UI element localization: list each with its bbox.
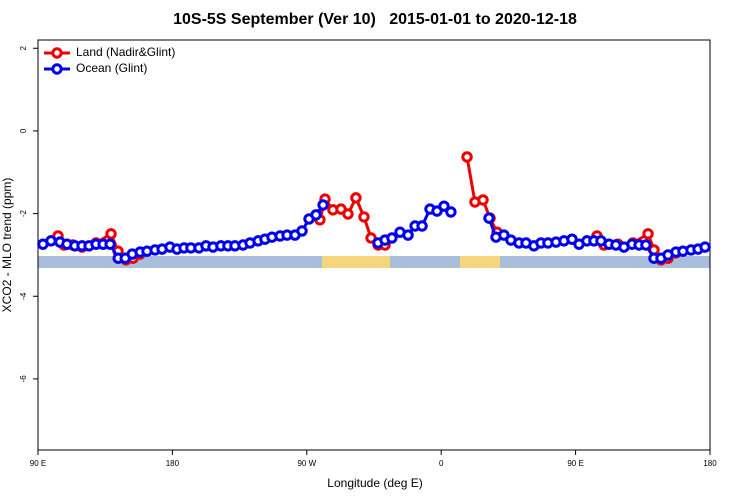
y-tick-label: 0 (19, 128, 28, 133)
x-tick-label: 90 E (567, 459, 583, 468)
data-point (105, 228, 117, 240)
data-point (317, 199, 329, 211)
data-point (640, 239, 652, 251)
data-point (310, 209, 322, 221)
data-point (642, 228, 654, 240)
data-point (342, 208, 354, 220)
x-tick-label: 90 W (297, 459, 316, 468)
data-point (386, 232, 398, 244)
y-tick-label: -6 (19, 375, 28, 383)
data-point (438, 200, 450, 212)
y-tick-label: -2 (19, 209, 28, 217)
map-strip (38, 256, 710, 268)
data-point (477, 194, 489, 206)
data-point (296, 225, 308, 237)
legend-label: Ocean (Glint) (76, 61, 147, 75)
legend-marker (51, 47, 63, 59)
x-tick-label: 90 E (30, 459, 46, 468)
x-tick-label: 180 (166, 459, 180, 468)
chart-title: 10S-5S September (Ver 10) 2015-01-01 to … (173, 11, 577, 28)
data-point (461, 151, 473, 163)
data-point (416, 220, 428, 232)
land-strip (460, 256, 500, 268)
land-strip (322, 256, 390, 268)
y-tick-label: -4 (19, 292, 28, 300)
legend-marker (51, 63, 63, 75)
data-point (358, 211, 370, 223)
x-tick-label: 0 (439, 459, 444, 468)
data-point (350, 192, 362, 204)
y-axis-label: XCO2 - MLO trend (ppm) (0, 178, 14, 313)
x-axis-label: Longitude (deg E) (327, 476, 422, 490)
data-point (45, 235, 57, 247)
data-point (483, 212, 495, 224)
y-tick-label: 2 (19, 45, 28, 50)
legend-label: Land (Nadir&Glint) (76, 45, 175, 59)
data-point (104, 238, 116, 250)
data-point (445, 206, 457, 218)
series-line (56, 156, 677, 262)
data-point (402, 229, 414, 241)
data-point (699, 241, 711, 253)
x-tick-label: 180 (703, 459, 717, 468)
